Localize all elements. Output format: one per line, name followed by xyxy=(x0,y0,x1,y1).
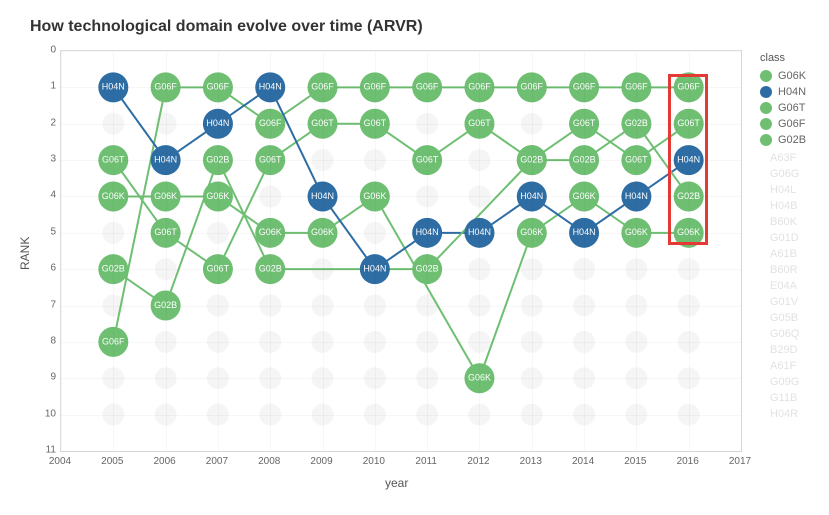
xtick-label: 2016 xyxy=(677,456,699,467)
ghost-legend-item: G06Q xyxy=(770,326,799,342)
gridline-h xyxy=(61,124,741,125)
legend-item-G06F[interactable]: G06F xyxy=(760,116,806,132)
ghost-legend-item: E04A xyxy=(770,278,799,294)
gridline-v xyxy=(61,51,62,451)
ghost-legend-item: H04B xyxy=(770,198,799,214)
ghost-legend: A63FG06GH04LH04BB60KG01DA61BB60RE04AG01V… xyxy=(770,150,799,422)
gridline-v xyxy=(270,51,271,451)
plot-area: G06FG06FG06FG06FG06FG06FG06FG06FG06FG06F… xyxy=(60,50,742,452)
chart-title: How technological domain evolve over tim… xyxy=(30,18,423,36)
legend-label: G06F xyxy=(778,116,806,132)
legend-swatch xyxy=(760,134,772,146)
ghost-legend-item: G01V xyxy=(770,294,799,310)
ytick-label: 8 xyxy=(36,335,56,346)
gridline-v xyxy=(741,51,742,451)
gridline-v xyxy=(689,51,690,451)
gridline-v xyxy=(636,51,637,451)
ghost-legend-item: G06G xyxy=(770,166,799,182)
chart-container: How technological domain evolve over tim… xyxy=(0,0,829,515)
ytick-label: 3 xyxy=(36,154,56,165)
ghost-legend-item: B29D xyxy=(770,342,799,358)
ghost-legend-item: B60R xyxy=(770,262,799,278)
ghost-legend-item: B60K xyxy=(770,214,799,230)
ghost-legend-item: A61B xyxy=(770,246,799,262)
ytick-label: 9 xyxy=(36,372,56,383)
gridline-v xyxy=(584,51,585,451)
gridline-v xyxy=(532,51,533,451)
legend: class G06KH04NG06TG06FG02B xyxy=(760,52,806,148)
xtick-label: 2010 xyxy=(363,456,385,467)
xtick-label: 2012 xyxy=(467,456,489,467)
gridline-h xyxy=(61,306,741,307)
ytick-label: 1 xyxy=(36,81,56,92)
legend-label: G02B xyxy=(778,132,806,148)
xtick-label: 2017 xyxy=(729,456,751,467)
ghost-legend-item: G01D xyxy=(770,230,799,246)
gridline-v xyxy=(113,51,114,451)
gridline-h xyxy=(61,415,741,416)
xtick-label: 2007 xyxy=(206,456,228,467)
plot-svg: G06FG06FG06FG06FG06FG06FG06FG06FG06FG06F… xyxy=(61,51,741,451)
series-edge-H04N xyxy=(270,87,322,196)
xtick-label: 2011 xyxy=(415,456,437,467)
xtick-label: 2015 xyxy=(624,456,646,467)
gridline-h xyxy=(61,196,741,197)
ytick-label: 2 xyxy=(36,117,56,128)
ytick-label: 0 xyxy=(36,45,56,56)
ytick-label: 6 xyxy=(36,263,56,274)
ytick-label: 7 xyxy=(36,299,56,310)
legend-label: G06K xyxy=(778,68,806,84)
legend-label: G06T xyxy=(778,100,806,116)
legend-swatch xyxy=(760,70,772,82)
gridline-v xyxy=(479,51,480,451)
ytick-label: 11 xyxy=(36,445,56,456)
y-axis-label: RANK xyxy=(18,237,32,270)
gridline-h xyxy=(61,451,741,452)
xtick-label: 2008 xyxy=(258,456,280,467)
gridline-h xyxy=(61,87,741,88)
legend-item-G06K[interactable]: G06K xyxy=(760,68,806,84)
gridline-v xyxy=(218,51,219,451)
ghost-legend-item: H04R xyxy=(770,406,799,422)
xtick-label: 2014 xyxy=(572,456,594,467)
gridline-v xyxy=(427,51,428,451)
xtick-label: 2013 xyxy=(520,456,542,467)
ytick-label: 4 xyxy=(36,190,56,201)
ghost-legend-item: A61F xyxy=(770,358,799,374)
gridline-h xyxy=(61,269,741,270)
gridline-h xyxy=(61,51,741,52)
legend-item-G02B[interactable]: G02B xyxy=(760,132,806,148)
gridline-h xyxy=(61,378,741,379)
x-axis-label: year xyxy=(385,476,408,490)
legend-item-H04N[interactable]: H04N xyxy=(760,84,806,100)
legend-item-G06T[interactable]: G06T xyxy=(760,100,806,116)
legend-swatch xyxy=(760,102,772,114)
xtick-label: 2006 xyxy=(153,456,175,467)
xtick-label: 2005 xyxy=(101,456,123,467)
ytick-label: 10 xyxy=(36,408,56,419)
ghost-legend-item: H04L xyxy=(770,182,799,198)
gridline-h xyxy=(61,342,741,343)
ghost-legend-item: G09G xyxy=(770,374,799,390)
xtick-label: 2004 xyxy=(49,456,71,467)
gridline-h xyxy=(61,160,741,161)
legend-label: H04N xyxy=(778,84,806,100)
ghost-legend-item: G05B xyxy=(770,310,799,326)
ghost-legend-item: G11B xyxy=(770,390,799,406)
gridline-h xyxy=(61,233,741,234)
ghost-legend-item: A63F xyxy=(770,150,799,166)
legend-title: class xyxy=(760,52,806,64)
legend-swatch xyxy=(760,118,772,130)
legend-swatch xyxy=(760,86,772,98)
xtick-label: 2009 xyxy=(310,456,332,467)
gridline-v xyxy=(323,51,324,451)
ytick-label: 5 xyxy=(36,226,56,237)
gridline-v xyxy=(375,51,376,451)
gridline-v xyxy=(166,51,167,451)
